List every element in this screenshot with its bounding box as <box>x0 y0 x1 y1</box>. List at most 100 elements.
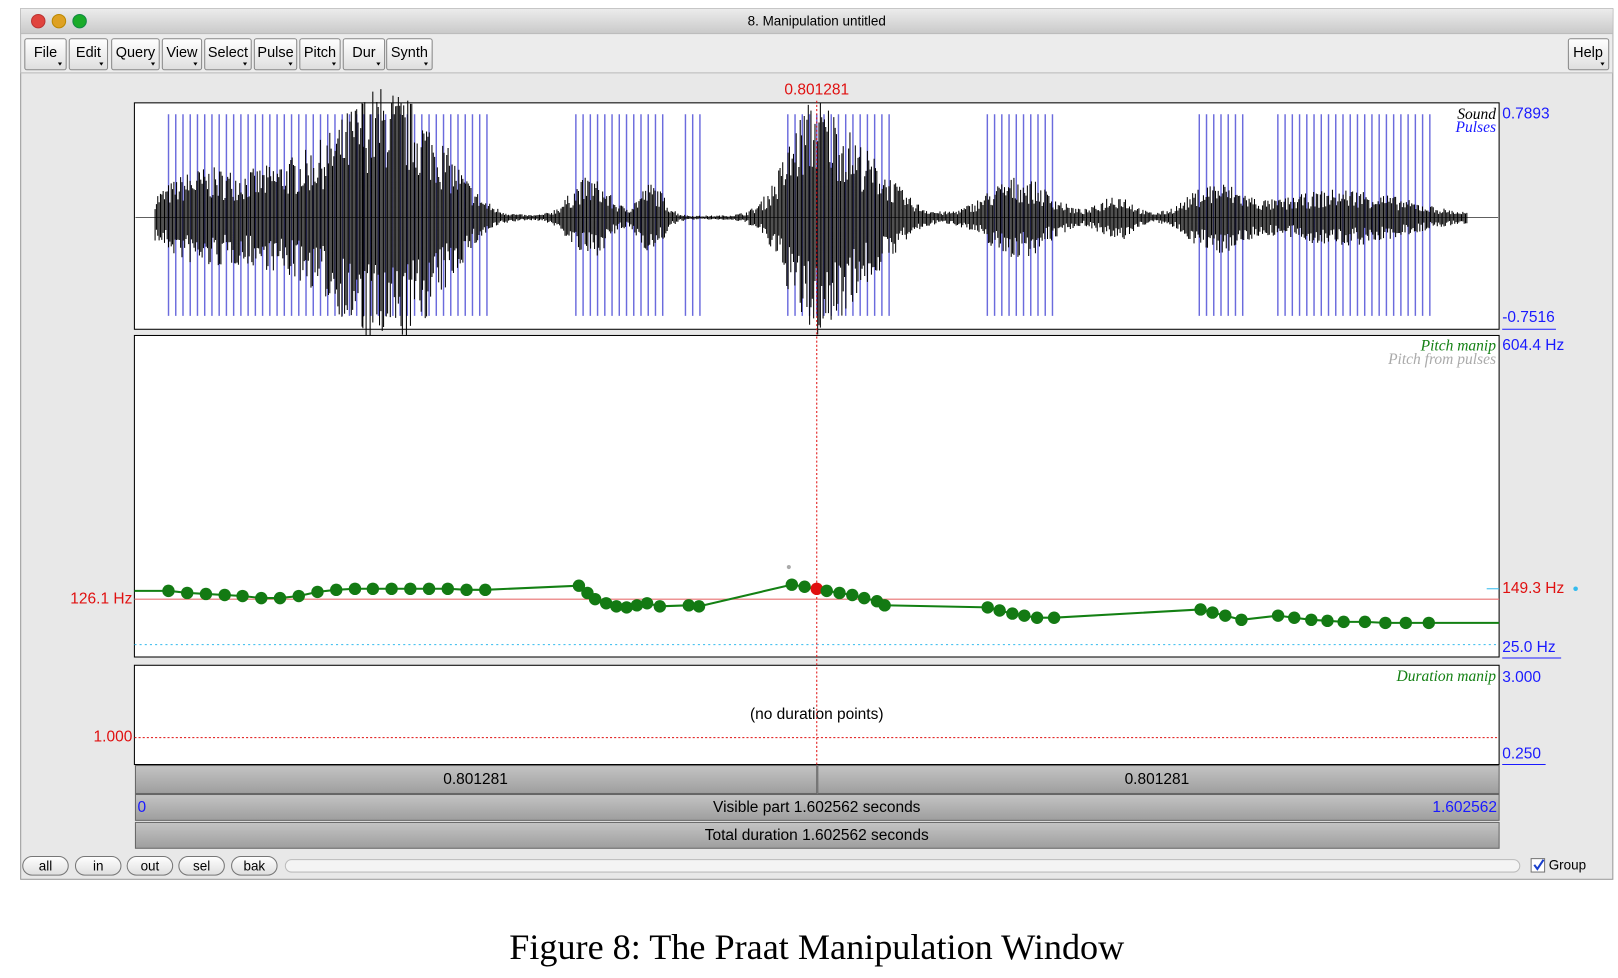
total-bar[interactable] <box>134 821 1500 849</box>
pitch-point[interactable] <box>878 599 891 612</box>
pitch-point[interactable] <box>820 584 833 598</box>
visible-end: 1.602562 <box>1432 799 1497 816</box>
pitch-point[interactable] <box>1358 615 1372 629</box>
zoom-label: bak <box>243 858 265 873</box>
pitch-source-label: Pitch from pulses <box>1387 351 1496 368</box>
pitch-point[interactable] <box>833 586 846 600</box>
pitch-point[interactable] <box>311 585 324 599</box>
pitch-point[interactable] <box>1271 609 1285 622</box>
menu-label: View <box>166 45 198 61</box>
pitch-point[interactable] <box>610 600 623 613</box>
pitch-point[interactable] <box>620 601 633 614</box>
pitch-point[interactable] <box>857 591 871 605</box>
pitch-point[interactable] <box>330 583 343 597</box>
pitch-point[interactable] <box>981 601 994 614</box>
visible-bar[interactable] <box>134 793 1500 821</box>
menu-button[interactable] <box>111 38 160 71</box>
time-bar-left[interactable] <box>134 765 818 794</box>
pitch-layer: 25.0 Hz 126.1 Hz 149.3 Hz <box>70 578 1578 659</box>
pitch-point[interactable] <box>653 600 667 613</box>
pitch-point[interactable] <box>422 582 436 596</box>
pitch-point[interactable] <box>1321 614 1334 628</box>
menu-button[interactable] <box>204 38 252 71</box>
zoom-button[interactable] <box>22 856 69 876</box>
menu-label: Query <box>116 45 156 61</box>
pitch-manip-label: Pitch manip <box>1420 337 1497 354</box>
pitch-point[interactable] <box>599 597 613 610</box>
pitch-point[interactable] <box>236 589 249 603</box>
pitch-point[interactable] <box>1422 616 1436 630</box>
menu-button[interactable] <box>386 38 433 71</box>
pitch-point[interactable] <box>348 582 362 596</box>
pitch-point[interactable] <box>1235 613 1248 627</box>
pitch-point[interactable] <box>404 582 417 596</box>
pitch-point[interactable] <box>1379 616 1392 630</box>
pitch-point[interactable] <box>630 599 644 612</box>
pitch-panel <box>133 334 1500 658</box>
pitch-point[interactable] <box>218 588 231 602</box>
menu-arrow <box>242 62 248 66</box>
pitch-point[interactable] <box>1399 616 1413 630</box>
pitch-point[interactable] <box>385 582 398 596</box>
menu-arrow <box>193 62 198 66</box>
zoom-label: all <box>39 858 52 873</box>
pitch-point[interactable] <box>1030 611 1044 624</box>
pitch-point[interactable] <box>1206 606 1219 619</box>
zoom-button[interactable] <box>231 856 278 876</box>
pitch-point[interactable] <box>1006 607 1019 620</box>
menu-button[interactable] <box>253 38 298 71</box>
menu-button[interactable] <box>24 38 67 71</box>
zoom-button[interactable] <box>126 856 174 876</box>
zoom-button[interactable] <box>178 856 225 876</box>
pitch-point[interactable] <box>572 579 586 592</box>
zoom-button[interactable] <box>72 13 87 29</box>
pitch-point[interactable] <box>1047 611 1061 624</box>
pitch-point[interactable] <box>180 586 194 600</box>
duration-reference: 1.000 <box>94 729 133 746</box>
pitch-point[interactable] <box>1194 603 1207 616</box>
pitch-point[interactable] <box>1219 609 1232 622</box>
menu-button[interactable] <box>299 38 341 71</box>
pitch-point[interactable] <box>441 582 454 596</box>
zoom-label: in <box>93 858 103 873</box>
pitch-point[interactable] <box>162 584 175 598</box>
group-label: Group <box>1549 857 1586 872</box>
menu-button[interactable] <box>68 38 109 71</box>
pitch-point[interactable] <box>993 604 1006 617</box>
pitch-point[interactable] <box>273 591 287 605</box>
pitch-point[interactable] <box>846 588 859 602</box>
duration-bottom: 0.250 <box>1502 745 1541 762</box>
menu-button[interactable] <box>161 38 203 71</box>
pitch-point[interactable] <box>479 583 492 597</box>
caption: Figure 8: The Praat Manipulation Window <box>509 927 1124 967</box>
pitch-point[interactable] <box>1337 615 1350 629</box>
pitch-point[interactable] <box>292 589 305 603</box>
help-button[interactable] <box>1567 38 1610 71</box>
pitch-point[interactable] <box>640 597 654 610</box>
minimize-button[interactable] <box>51 13 67 29</box>
pitch-point[interactable] <box>798 580 811 593</box>
pitch-point[interactable] <box>255 591 268 605</box>
pitch-point[interactable] <box>366 582 380 596</box>
menu-arrow <box>423 62 429 66</box>
pitch-point[interactable] <box>199 587 213 601</box>
pitch-point[interactable] <box>460 583 473 597</box>
pitch-point[interactable] <box>1288 611 1301 624</box>
pitch-point[interactable] <box>588 592 602 606</box>
duration-top: 3.000 <box>1502 669 1541 686</box>
pitch-cursor-dot <box>1573 586 1578 592</box>
menu-button[interactable] <box>342 38 386 71</box>
zoom-button[interactable] <box>74 856 122 876</box>
close-button[interactable] <box>31 13 46 29</box>
visible-part: Visible part 1.602562 seconds <box>713 799 921 816</box>
time-bar-right[interactable] <box>817 765 1500 794</box>
zoom-label: sel <box>193 858 210 873</box>
pitch-point[interactable] <box>1018 609 1031 622</box>
pitch-point[interactable] <box>785 578 799 591</box>
scrollbar[interactable] <box>284 859 1521 873</box>
menu-label: Edit <box>76 45 101 61</box>
pitch-point[interactable] <box>692 600 706 613</box>
pitch-point[interactable] <box>1305 613 1318 627</box>
title-bar <box>20 8 1613 34</box>
pitch-point[interactable] <box>682 599 695 612</box>
